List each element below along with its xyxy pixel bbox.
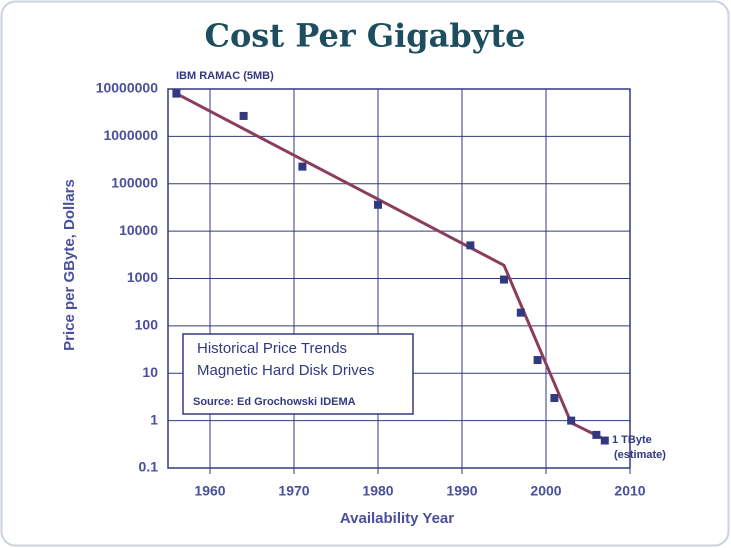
legend-box [182,333,414,415]
annotation: IBM RAMAC (5MB) [176,70,274,82]
y-tick-label: 1000 [127,269,158,285]
plot: 0.1 1 10 100 1000 10000 100000 1000000 10000000 1… [96,80,646,499]
x-tick-label: 2010 [614,483,645,499]
x-tick-label: 1990 [446,483,477,499]
y-tick-label: 100000 [111,174,158,190]
trend-line [175,92,606,441]
x-axis-label: Availability Year [340,510,454,527]
box-source: Source: Ed Grochowski IDEMA [193,396,356,408]
marker [550,394,559,403]
y-axis-label: Price per GByte, Dollars [61,179,78,351]
chart-title: Cost Per Gigabyte [204,17,525,55]
marker [500,275,508,284]
box-text: Historical Price Trends [197,340,347,357]
box-text: Magnetic Hard Disk Drives [197,362,375,379]
marker [466,241,475,250]
x-tick-label: 1960 [194,483,225,499]
marker [172,89,181,98]
annotation: 1 TByte [612,434,652,446]
marker [374,200,382,209]
marker [533,356,542,365]
y-tick-label: 10 [142,364,158,380]
y-tick-label: 100 [135,317,159,333]
marker [600,436,609,445]
x-tick-label: 2000 [530,483,561,499]
marker [239,111,248,120]
x-tick-label: 1980 [362,483,393,499]
marker [516,308,525,317]
y-tick-label: 1000000 [103,127,158,143]
marker [298,162,307,171]
y-tick-label: 10000000 [96,80,159,96]
y-tick-label: 1 [150,411,158,427]
x-tick-label: 1970 [278,483,309,499]
marker [592,430,601,439]
annotation: (estimate) [614,449,666,461]
marker [567,416,576,425]
y-tick-label: 0.1 [139,459,159,475]
y-tick-label: 10000 [119,222,158,238]
